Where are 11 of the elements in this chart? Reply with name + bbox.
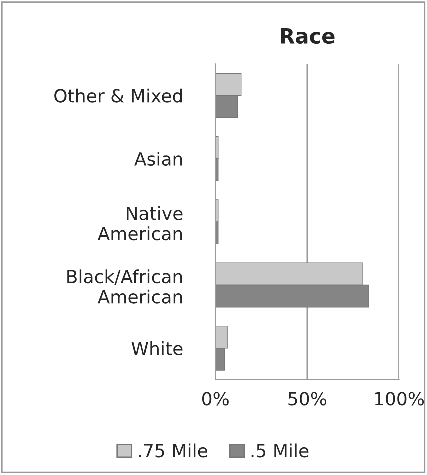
y-tick-label: Other & Mixed — [54, 88, 182, 103]
y-tick-label: Native American — [98, 206, 183, 241]
legend-label: .5 Mile — [252, 444, 309, 458]
y-tick-label: Black/African American — [68, 270, 182, 304]
x-tick-label: 50% — [288, 392, 327, 406]
x-tick-label: 0% — [202, 392, 229, 406]
x-tick-label: 100% — [375, 392, 424, 406]
y-tick-label: White — [132, 342, 183, 356]
legend-label: .75 Mile — [139, 444, 208, 458]
chart-title: Race — [281, 28, 335, 44]
y-tick-label: Asian — [134, 152, 182, 166]
